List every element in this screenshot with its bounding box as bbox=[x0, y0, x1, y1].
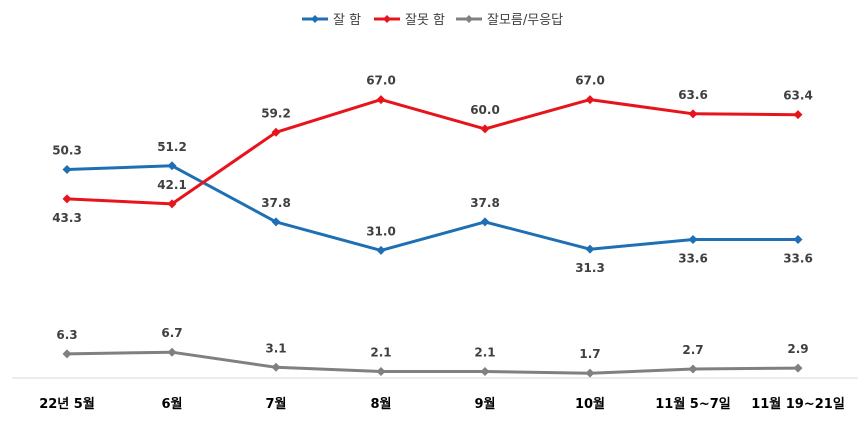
series-1-point bbox=[167, 161, 177, 171]
series-1-point bbox=[62, 165, 72, 175]
category-labels: 22년 5월 6월 7월 8월 9월 10월 11월 5~7일 11월 19~21일 bbox=[39, 396, 845, 412]
series-3-point bbox=[793, 363, 803, 373]
series-3-line bbox=[66, 350, 799, 375]
series-2-data-label: 63.6 bbox=[678, 88, 708, 102]
series-2-point bbox=[62, 194, 72, 204]
series-2-line bbox=[66, 98, 799, 206]
legend-marker bbox=[383, 15, 391, 23]
x-tick-label: 22년 5월 bbox=[39, 396, 95, 412]
series-1-group: 50.3 51.2 37.8 31.0 37.8 31.3 33.6 33.6 bbox=[52, 140, 813, 275]
series-1-point bbox=[585, 244, 595, 254]
x-tick-label: 9월 bbox=[474, 396, 495, 412]
x-tick-label: 11월 19~21일 bbox=[751, 396, 845, 412]
legend: 잘 함 잘못 함 잘모름/무응답 bbox=[302, 13, 563, 28]
series-3-point bbox=[480, 367, 490, 377]
series-1-data-label: 33.6 bbox=[678, 252, 708, 266]
series-1-point bbox=[793, 235, 803, 245]
legend-item-3: 잘모름/무응답 bbox=[456, 13, 563, 28]
series-2-point bbox=[167, 199, 177, 209]
series-3-group: 6.3 6.7 3.1 2.1 2.1 1.7 2.7 2.9 bbox=[56, 326, 809, 378]
series-1-data-label: 33.6 bbox=[783, 252, 813, 266]
legend-label: 잘모름/무응답 bbox=[487, 13, 563, 28]
x-tick-label: 8월 bbox=[370, 396, 391, 412]
series-2-point bbox=[271, 127, 281, 137]
series-2-data-label: 60.0 bbox=[470, 103, 500, 117]
series-1-line bbox=[66, 164, 798, 252]
series-3-point bbox=[376, 367, 386, 377]
series-3-point bbox=[167, 347, 177, 357]
series-layer: 50.3 51.2 37.8 31.0 37.8 31.3 33.6 33.6 43.3 42.1… bbox=[52, 74, 813, 378]
series-2-point bbox=[688, 109, 698, 119]
x-tick-label: 10월 bbox=[575, 396, 605, 412]
series-3-point bbox=[688, 364, 698, 374]
series-1-data-label: 31.0 bbox=[366, 224, 396, 238]
series-1-data-label: 37.8 bbox=[470, 196, 500, 210]
x-tick-label: 6월 bbox=[161, 396, 182, 412]
series-3-data-label: 2.1 bbox=[370, 346, 391, 360]
series-2-data-label: 59.2 bbox=[261, 106, 291, 120]
series-1-point bbox=[376, 245, 386, 255]
series-1-point bbox=[480, 217, 490, 227]
series-1-data-label: 50.3 bbox=[52, 144, 82, 158]
series-3-data-label: 1.7 bbox=[579, 347, 600, 361]
series-1-data-label: 31.3 bbox=[575, 261, 605, 275]
x-tick-label: 7월 bbox=[265, 396, 286, 412]
series-1-data-label: 51.2 bbox=[157, 140, 187, 154]
series-2-data-label: 63.4 bbox=[783, 89, 813, 103]
series-2-point bbox=[585, 95, 595, 105]
series-1-point bbox=[271, 217, 281, 227]
series-2-point bbox=[376, 95, 386, 105]
series-3-point bbox=[62, 349, 72, 359]
series-2-data-label: 67.0 bbox=[366, 74, 396, 88]
legend-label: 잘 함 bbox=[333, 13, 361, 28]
legend-item-2: 잘못 함 bbox=[374, 13, 445, 28]
series-3-data-label: 6.7 bbox=[161, 326, 182, 340]
legend-marker bbox=[311, 15, 319, 23]
legend-item-1: 잘 함 bbox=[302, 13, 361, 28]
series-3-point bbox=[271, 362, 281, 372]
series-3-data-label: 6.3 bbox=[56, 328, 77, 342]
series-3-data-label: 2.1 bbox=[474, 346, 495, 360]
series-1-data-label: 37.8 bbox=[261, 196, 291, 210]
series-1-point bbox=[688, 235, 698, 245]
legend-marker bbox=[465, 15, 473, 23]
series-2-point bbox=[793, 110, 803, 120]
legend-label: 잘못 함 bbox=[405, 13, 445, 28]
series-2-data-label: 67.0 bbox=[575, 74, 605, 88]
series-3-point bbox=[585, 368, 595, 378]
series-3-data-label: 3.1 bbox=[265, 341, 286, 355]
series-3-data-label: 2.9 bbox=[787, 342, 808, 356]
series-2-point bbox=[480, 124, 490, 134]
series-3-data-label: 2.7 bbox=[682, 343, 703, 357]
x-tick-label: 11월 5~7일 bbox=[655, 396, 731, 412]
series-2-data-label: 42.1 bbox=[157, 178, 187, 192]
series-2-data-label: 43.3 bbox=[52, 211, 82, 225]
series-2-group: 43.3 42.1 59.2 67.0 60.0 67.0 63.6 63.4 bbox=[52, 74, 813, 225]
